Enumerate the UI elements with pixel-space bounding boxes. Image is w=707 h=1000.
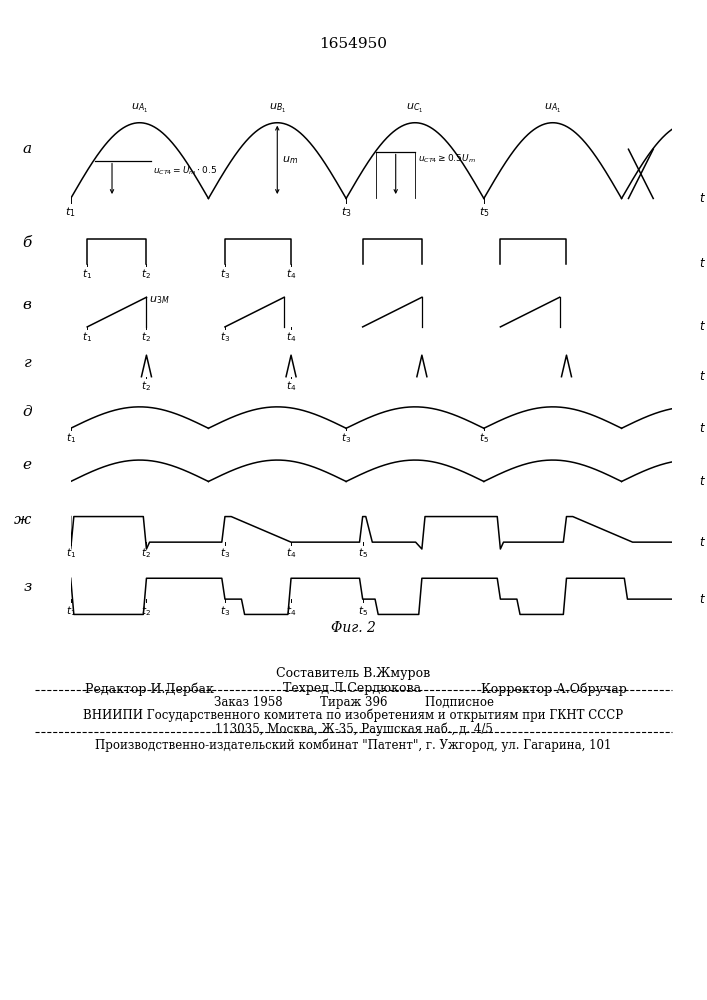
Text: $u_{B_1}$: $u_{B_1}$ [269,102,286,115]
Text: $t_2$: $t_2$ [141,267,151,281]
Text: Корректор А.Обручар: Корректор А.Обручар [481,682,626,696]
Text: $t_1$: $t_1$ [66,431,76,445]
Text: д: д [22,405,32,419]
Text: $t_2$: $t_2$ [141,547,151,560]
Text: Составитель В.Жмуров: Составитель В.Жмуров [276,667,431,680]
Text: $t_3$: $t_3$ [220,547,230,560]
Text: $t_2$: $t_2$ [141,379,151,393]
Text: 113035, Москва, Ж-35, Раушская наб., д. 4/5: 113035, Москва, Ж-35, Раушская наб., д. … [214,722,493,736]
Text: $t_3$: $t_3$ [220,604,230,618]
Text: $t_4$: $t_4$ [286,379,296,393]
Text: $u_{CT4}\geq 0.5U_m$: $u_{CT4}\geq 0.5U_m$ [418,152,476,165]
Text: Редактор И.Дербак: Редактор И.Дербак [85,682,214,696]
Text: $t_3$: $t_3$ [220,267,230,281]
Text: Заказ 1958          Тираж 396          Подписное: Заказ 1958 Тираж 396 Подписное [214,696,493,709]
Text: t: t [699,536,704,549]
Text: $t_1$: $t_1$ [66,205,76,219]
Text: е: е [23,458,32,472]
Text: t: t [699,475,704,488]
Text: $u_m$: $u_m$ [282,155,298,166]
Text: $u_{A_1}$: $u_{A_1}$ [131,102,148,115]
Text: t: t [699,593,704,606]
Text: t: t [699,422,704,435]
Text: ж: ж [14,513,32,527]
Text: з: з [23,580,32,594]
Text: г: г [24,356,32,370]
Text: $t_1$: $t_1$ [82,331,92,344]
Text: $t_4$: $t_4$ [286,547,296,560]
Text: а: а [23,142,32,156]
Text: $t_5$: $t_5$ [358,604,368,618]
Text: $t_5$: $t_5$ [479,431,489,445]
Text: $t_2$: $t_2$ [141,604,151,618]
Text: $t_1$: $t_1$ [66,604,76,618]
Text: $u_{3M}$: $u_{3M}$ [149,294,170,306]
Text: $t_4$: $t_4$ [286,267,296,281]
Text: б: б [23,236,32,250]
Text: в: в [23,298,32,312]
Text: $t_2$: $t_2$ [141,331,151,344]
Text: t: t [699,370,704,383]
Text: Техред Л.Сердюкова: Техред Л.Сердюкова [283,682,421,695]
Text: $t_5$: $t_5$ [358,547,368,560]
Text: $t_4$: $t_4$ [286,331,296,344]
Text: $t_1$: $t_1$ [82,267,92,281]
Text: $u_{CT4}=U_m\cdot 0.5$: $u_{CT4}=U_m\cdot 0.5$ [153,165,218,177]
Text: $t_3$: $t_3$ [341,431,351,445]
Text: t: t [699,257,704,270]
Text: 1654950: 1654950 [320,37,387,51]
Text: $u_{A_1}$: $u_{A_1}$ [544,102,561,115]
Text: $u_{C_1}$: $u_{C_1}$ [407,102,423,115]
Text: $t_3$: $t_3$ [220,331,230,344]
Text: Производственно-издательский комбинат "Патент", г. Ужгород, ул. Гагарина, 101: Производственно-издательский комбинат "П… [95,738,612,752]
Text: t: t [699,192,704,205]
Text: ВНИИПИ Государственного комитета по изобретениям и открытиям при ГКНТ СССР: ВНИИПИ Государственного комитета по изоб… [83,709,624,722]
Text: t: t [699,320,704,333]
Text: $t_4$: $t_4$ [286,604,296,618]
Text: $t_5$: $t_5$ [479,205,489,219]
Text: $t_1$: $t_1$ [66,547,76,560]
Text: $t_3$: $t_3$ [341,205,351,219]
Text: Φиг. 2: Φиг. 2 [331,621,376,635]
